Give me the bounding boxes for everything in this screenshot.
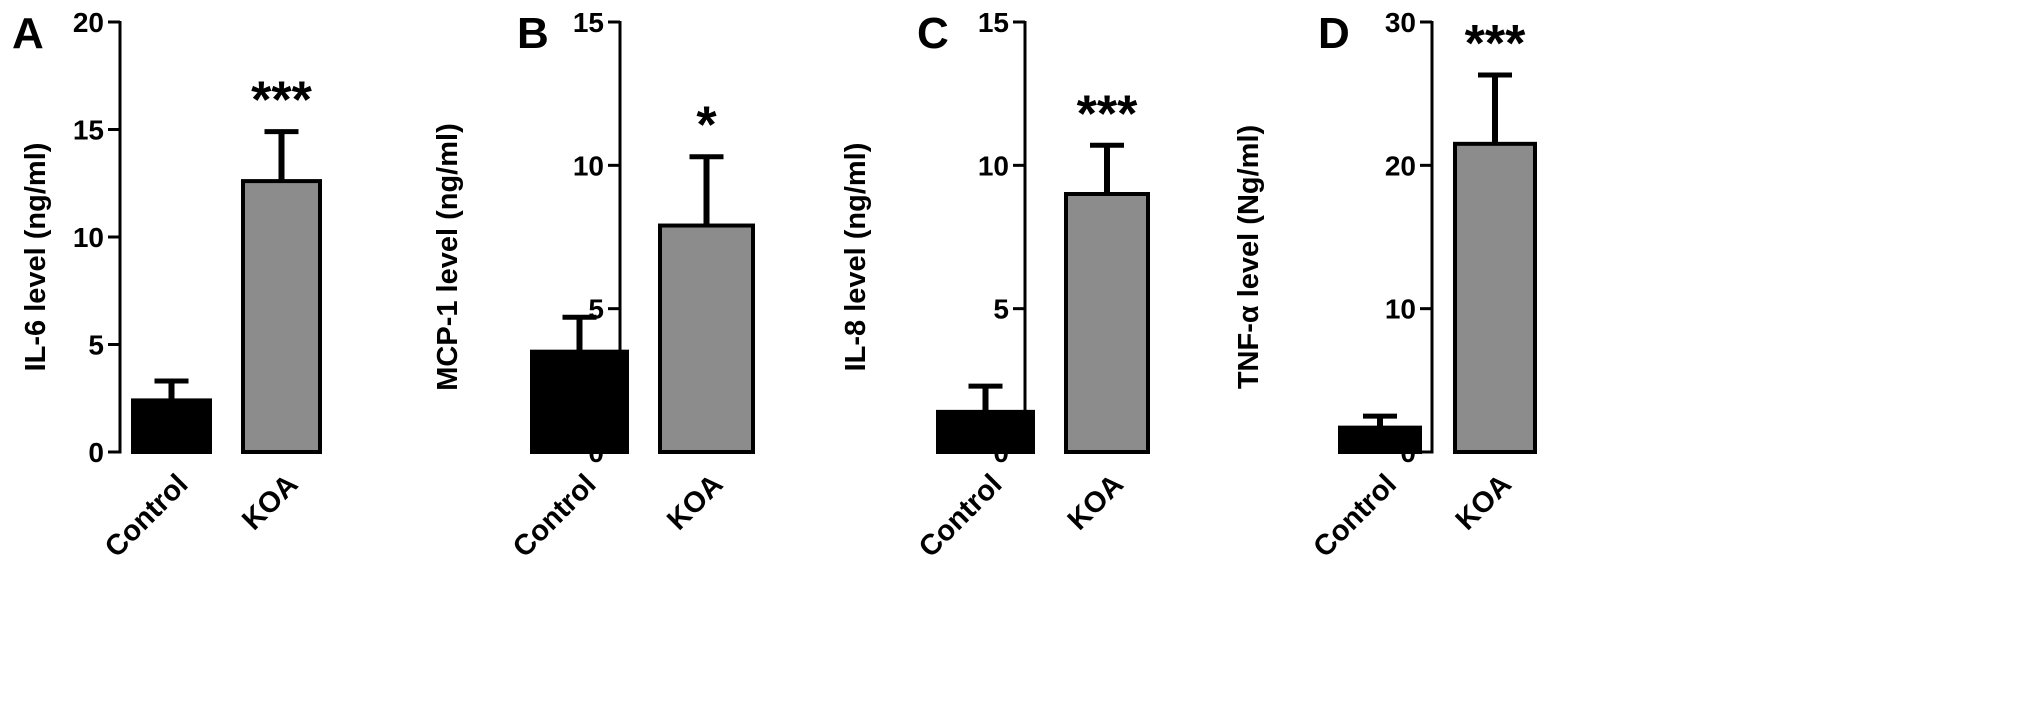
y-tick-label-c-3: 15: [978, 7, 1009, 38]
bar-a-control: [131, 398, 212, 454]
y-tick-label-a-0: 0: [88, 437, 104, 468]
y-tick-label-c-2: 10: [978, 150, 1009, 181]
panel-letter-d: D: [1318, 9, 1350, 58]
bar-a-koa: [241, 179, 322, 454]
bar-b-control: [530, 349, 629, 454]
significance-b-koa: *: [696, 97, 717, 155]
significance-c-koa: ***: [1077, 85, 1138, 143]
y-tick-label-a-2: 10: [73, 222, 104, 253]
bar-d-control: [1338, 425, 1422, 454]
y-tick-label-a-3: 15: [73, 115, 104, 146]
panel-letter-b: B: [517, 9, 549, 58]
y-tick-label-b-2: 10: [573, 150, 604, 181]
panel-letter-c: C: [917, 9, 949, 58]
category-label-b-control: Control: [507, 468, 603, 564]
bar-d-koa: [1453, 141, 1537, 454]
significance-d-koa: ***: [1465, 15, 1526, 73]
y-axis-label-b: MCP-1 level (ng/ml): [432, 123, 464, 391]
category-label-b-koa: KOA: [661, 468, 729, 536]
y-tick-label-a-4: 20: [73, 7, 104, 38]
y-tick-label-d-1: 10: [1385, 294, 1416, 325]
y-axis-label-c: IL-8 level (ng/ml): [840, 143, 872, 372]
category-label-c-control: Control: [913, 468, 1009, 564]
panel-letter-a: A: [12, 9, 44, 58]
bar-b-koa: [658, 223, 755, 454]
category-label-d-koa: KOA: [1450, 468, 1518, 536]
y-tick-label-a-1: 5: [88, 330, 104, 361]
y-tick-label-b-3: 15: [573, 7, 604, 38]
y-tick-label-b-1: 5: [588, 294, 604, 325]
bar-c-koa: [1064, 192, 1150, 454]
category-label-a-control: Control: [99, 468, 195, 564]
category-label-c-koa: KOA: [1062, 468, 1130, 536]
y-tick-label-d-3: 30: [1385, 7, 1416, 38]
y-tick-label-c-1: 5: [993, 294, 1009, 325]
category-label-d-control: Control: [1307, 468, 1403, 564]
y-tick-label-d-2: 20: [1385, 150, 1416, 181]
category-label-a-koa: KOA: [236, 468, 304, 536]
bar-c-control: [936, 409, 1035, 455]
y-axis-label-d: TNF-α level (Ng/ml): [1233, 125, 1265, 389]
significance-a-koa: ***: [251, 72, 312, 130]
y-axis-label-a: IL-6 level (ng/ml): [20, 143, 52, 372]
